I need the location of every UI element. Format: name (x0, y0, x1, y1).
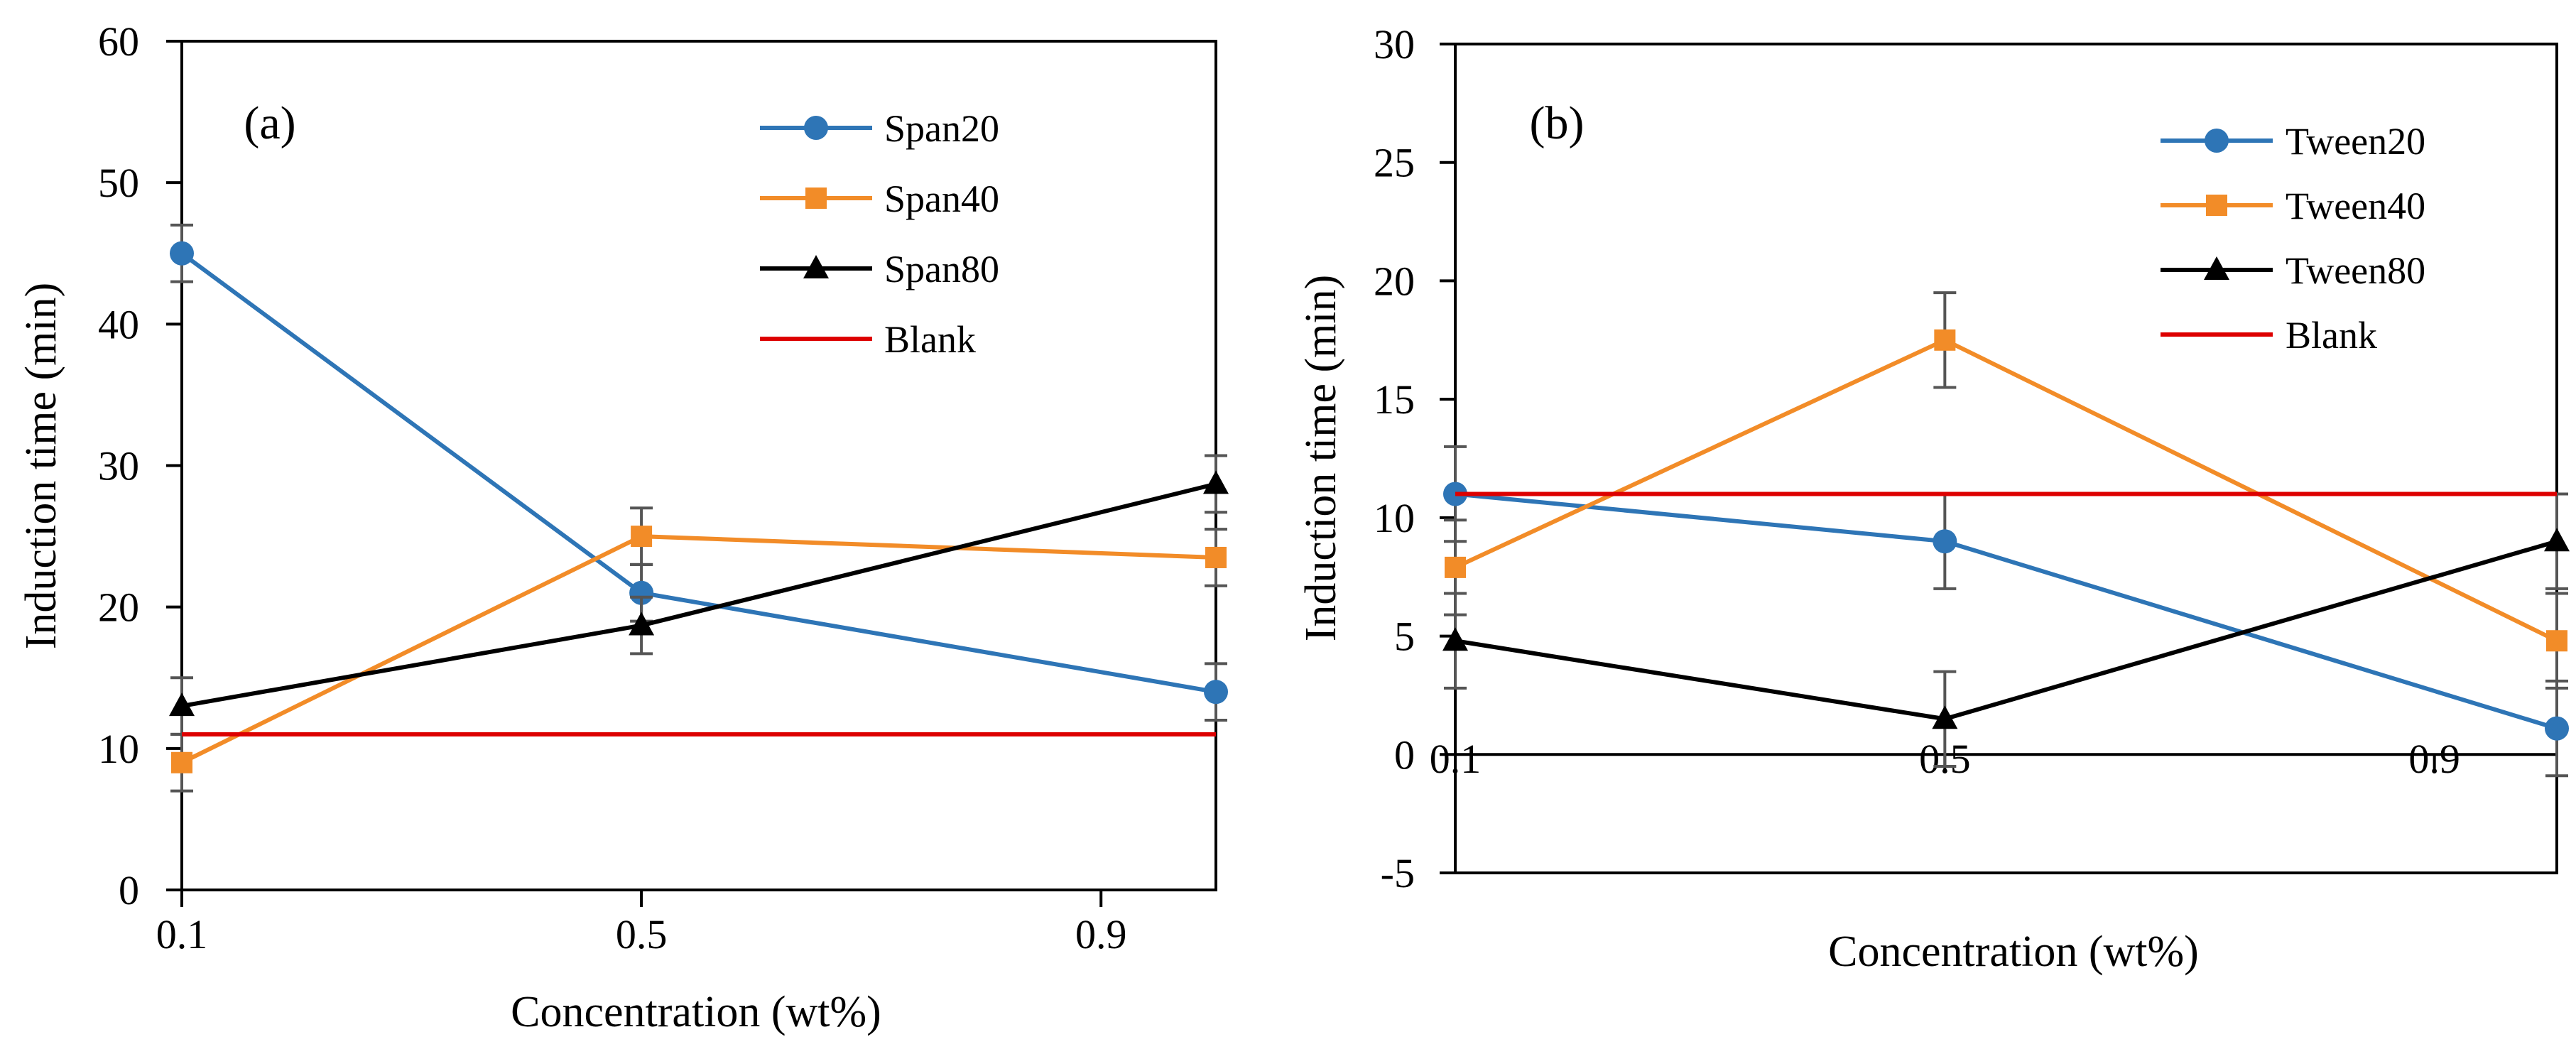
y-tick-label: -5 (1381, 850, 1415, 896)
y-axis-title: Induction time (min) (1297, 275, 1345, 642)
data-point-tween80 (2544, 528, 2570, 552)
legend-label: Tween40 (2286, 185, 2425, 227)
legend-swatch-marker (803, 255, 829, 278)
chart-panel-a: 0 10 20 30 40 50 60 0.1 0.5 0.9 Concentration (wt%… (17, 18, 1229, 1036)
y-tick-label: 20 (98, 585, 139, 631)
panel-label: (a) (244, 97, 295, 149)
data-point-tween40 (2546, 630, 2567, 652)
y-tick-label: 0 (119, 867, 139, 913)
panel-label: (b) (1530, 97, 1585, 149)
data-point-tween20 (1933, 529, 1957, 554)
legend-swatch-marker (2206, 195, 2227, 216)
y-tick-label: 20 (1374, 258, 1415, 304)
legend-label: Span20 (884, 107, 999, 150)
y-tick-label: 5 (1394, 614, 1415, 660)
x-axis-title: Concentration (wt%) (1828, 928, 2199, 976)
series-span80 (169, 454, 1229, 736)
data-point-tween80 (1442, 627, 1468, 651)
legend-label: Tween20 (2286, 120, 2425, 163)
data-point-span20 (1204, 680, 1228, 705)
data-point-tween40 (1934, 329, 1956, 351)
legend-label: Blank (2286, 314, 2377, 357)
series-span20 (170, 223, 1228, 722)
legend-swatch-marker (2204, 256, 2229, 280)
legend-label: Span80 (884, 248, 999, 290)
y-tick-label: 60 (98, 18, 139, 65)
x-axis-title: Concentration (wt%) (511, 988, 881, 1036)
legend-entry: Span40 (760, 178, 999, 220)
data-point-span80 (629, 612, 655, 636)
legend-label: Tween80 (2286, 249, 2425, 292)
legend-swatch-marker (804, 116, 828, 140)
data-point-span80 (1203, 470, 1229, 494)
y-tick-label: 0 (1394, 732, 1415, 778)
y-tick-label: 15 (1374, 376, 1415, 423)
x-tick-label: 0.9 (1075, 911, 1127, 957)
y-tick-label: 40 (98, 301, 139, 347)
data-point-span40 (1205, 546, 1227, 568)
y-tick-label: 50 (98, 160, 139, 206)
legend-entry: Tween20 (2161, 120, 2425, 163)
legend-entry: Tween40 (2161, 185, 2425, 227)
y-axis-title: Induction time (min) (17, 283, 65, 650)
legend-swatch-marker (2205, 129, 2229, 153)
y-tick-label: 10 (98, 726, 139, 772)
legend-entry: Blank (760, 318, 976, 361)
data-point-span20 (170, 241, 194, 266)
legend-entry: Tween80 (2161, 249, 2425, 292)
legend-entry: Span80 (760, 248, 999, 290)
x-tick-label: 0.1 (1430, 736, 1482, 782)
legend-label: Span40 (884, 178, 999, 220)
x-tick-label: 0.9 (2408, 736, 2460, 782)
data-point-span80 (169, 692, 195, 717)
data-point-tween40 (1445, 556, 1466, 578)
y-tick-label: 30 (98, 443, 139, 489)
legend-swatch-marker (805, 188, 827, 209)
data-point-span20 (629, 580, 654, 605)
legend-entry: Span20 (760, 107, 999, 150)
x-tick-label: 0.5 (616, 911, 668, 957)
y-tick-label: 25 (1374, 140, 1415, 186)
y-tick-label: 30 (1374, 21, 1415, 67)
legend-label: Blank (884, 318, 976, 361)
legend-entry: Blank (2161, 314, 2377, 357)
series-span40 (170, 506, 1227, 793)
series-tween80 (1442, 492, 2570, 768)
series-tween40 (1444, 291, 2568, 690)
x-tick-label: 0.1 (156, 911, 208, 957)
y-tick-label: 10 (1374, 495, 1415, 541)
data-point-span40 (171, 751, 192, 773)
data-point-tween20 (2545, 716, 2569, 741)
data-point-tween80 (1932, 705, 1958, 729)
data-point-span40 (631, 526, 653, 548)
